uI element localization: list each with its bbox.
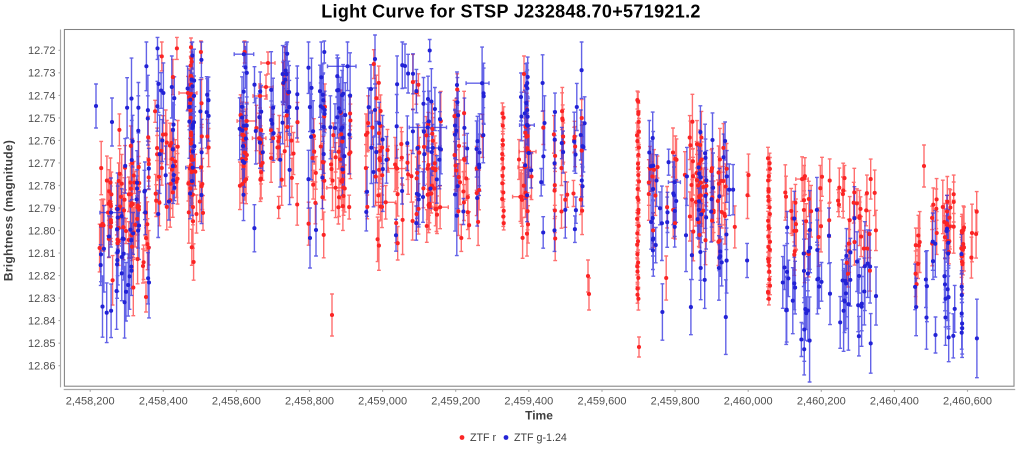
svg-text:12.79: 12.79: [28, 203, 56, 215]
svg-text:2,458,800: 2,458,800: [285, 396, 334, 408]
svg-text:ZTF r: ZTF r: [470, 432, 497, 444]
svg-text:Light Curve for STSP J232848.7: Light Curve for STSP J232848.70+571921.2: [321, 2, 701, 22]
svg-text:12.75: 12.75: [28, 113, 56, 125]
svg-text:12.85: 12.85: [28, 338, 56, 350]
svg-text:12.80: 12.80: [28, 225, 56, 237]
svg-text:2,459,800: 2,459,800: [651, 396, 700, 408]
svg-text:2,460,200: 2,460,200: [797, 396, 846, 408]
svg-text:Brightness (magnitude): Brightness (magnitude): [2, 140, 16, 281]
svg-text:12.77: 12.77: [28, 158, 56, 170]
svg-text:2,458,600: 2,458,600: [212, 396, 261, 408]
svg-text:ZTF g-1.24: ZTF g-1.24: [514, 432, 567, 444]
svg-text:12.76: 12.76: [28, 135, 56, 147]
svg-text:12.84: 12.84: [28, 316, 56, 328]
svg-text:2,459,600: 2,459,600: [578, 396, 627, 408]
svg-text:2,459,200: 2,459,200: [431, 396, 480, 408]
svg-text:2,458,200: 2,458,200: [66, 396, 115, 408]
svg-text:12.81: 12.81: [28, 248, 56, 260]
svg-text:12.78: 12.78: [28, 180, 56, 192]
svg-text:12.74: 12.74: [28, 90, 56, 102]
svg-text:2,460,000: 2,460,000: [724, 396, 773, 408]
svg-text:2,459,400: 2,459,400: [504, 396, 553, 408]
svg-text:12.83: 12.83: [28, 293, 56, 305]
svg-text:12.82: 12.82: [28, 271, 56, 283]
svg-text:2,460,600: 2,460,600: [943, 396, 992, 408]
svg-text:2,459,000: 2,459,000: [358, 396, 407, 408]
svg-text:12.72: 12.72: [28, 45, 56, 57]
svg-text:12.73: 12.73: [28, 68, 56, 80]
svg-text:Time: Time: [525, 409, 553, 423]
svg-text:2,458,400: 2,458,400: [139, 396, 188, 408]
svg-text:12.86: 12.86: [28, 361, 56, 373]
svg-text:2,460,400: 2,460,400: [870, 396, 919, 408]
